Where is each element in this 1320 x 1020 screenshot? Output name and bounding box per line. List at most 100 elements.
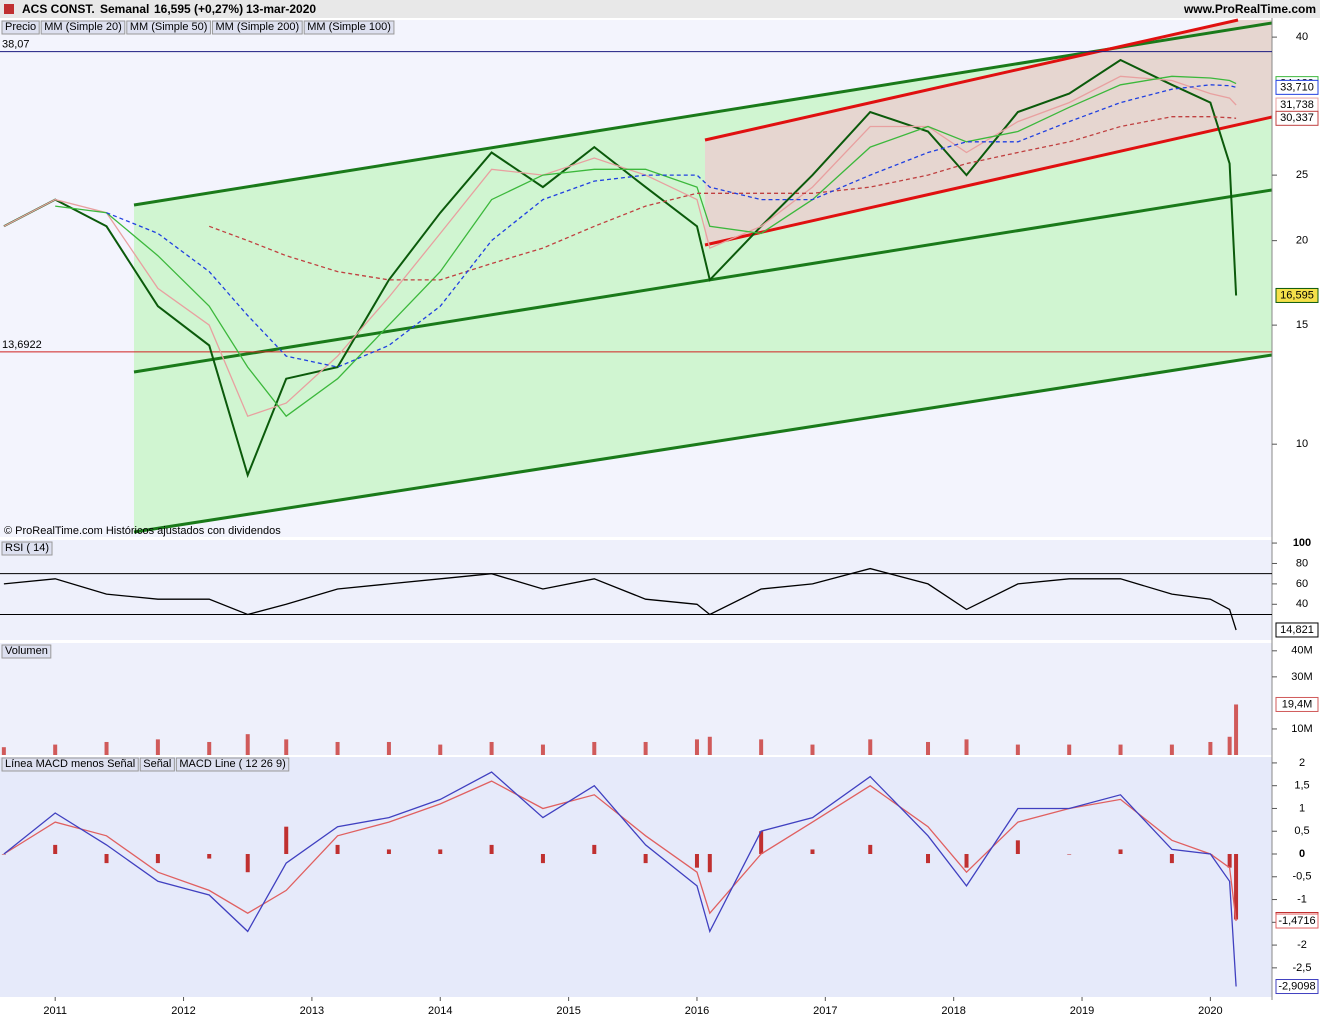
value-label-box bbox=[1275, 79, 1319, 95]
bar bbox=[707, 854, 712, 873]
bar bbox=[1208, 741, 1213, 755]
y-tick-label: 80 bbox=[1296, 557, 1308, 569]
bar bbox=[694, 854, 699, 868]
value-label: 33,710 bbox=[1280, 81, 1314, 93]
x-tick-label: 2019 bbox=[1070, 1005, 1094, 1017]
legend-box bbox=[1, 644, 52, 659]
y-tick-label: 1,5 bbox=[1294, 780, 1309, 792]
series-line bbox=[3, 780, 1237, 922]
legend-label: MACD Line ( 12 26 9) bbox=[179, 758, 285, 770]
bar bbox=[592, 741, 597, 755]
red-channel-top bbox=[704, 18, 1239, 142]
y-tick-label: 40 bbox=[1296, 31, 1308, 43]
bar bbox=[335, 741, 340, 755]
y-tick-label: 1 bbox=[1299, 802, 1305, 814]
y-tick-label: 30M bbox=[1291, 671, 1312, 683]
legend-label: Señal bbox=[143, 758, 171, 770]
bar bbox=[155, 739, 160, 755]
level-label: 38,07 bbox=[2, 39, 30, 51]
backgrounds bbox=[0, 18, 1273, 1000]
bar bbox=[759, 831, 764, 855]
y-tick-label: 40M bbox=[1291, 645, 1312, 657]
value-label-box bbox=[1275, 913, 1319, 929]
volume-panel bbox=[0, 643, 1272, 755]
bar bbox=[489, 741, 494, 755]
bar bbox=[1, 747, 6, 755]
bar bbox=[868, 739, 873, 755]
bar bbox=[155, 854, 160, 864]
bar bbox=[810, 849, 815, 855]
y-tick-label: 60 bbox=[1296, 578, 1308, 590]
bar bbox=[540, 854, 545, 864]
symbol: ACS CONST. bbox=[22, 2, 95, 16]
y-tick-label: 20 bbox=[1296, 235, 1308, 247]
value-label: 16,595 bbox=[1280, 289, 1314, 301]
quote: 16,595 (+0,27%) bbox=[154, 2, 243, 16]
series-line bbox=[3, 58, 1238, 479]
legend-label: Línea MACD menos Señal bbox=[5, 758, 135, 770]
y-tick-label: 15 bbox=[1296, 319, 1308, 331]
red-channel bbox=[705, 20, 1272, 245]
bar bbox=[53, 744, 58, 755]
legend-box bbox=[1, 541, 53, 556]
legend-box bbox=[139, 757, 175, 772]
y-tick-label: 2 bbox=[1299, 757, 1305, 769]
value-label: 14,821 bbox=[1280, 624, 1314, 636]
bar bbox=[964, 739, 969, 755]
symbol-icon bbox=[4, 4, 14, 14]
series-line bbox=[3, 567, 1237, 631]
bar bbox=[489, 844, 494, 855]
bar bbox=[104, 854, 109, 864]
legend-box bbox=[40, 20, 126, 35]
bar bbox=[284, 826, 289, 855]
bar bbox=[207, 854, 212, 859]
legend-label: RSI ( 14) bbox=[5, 542, 49, 554]
bar bbox=[926, 854, 931, 864]
value-label-box bbox=[1275, 622, 1319, 638]
bar bbox=[759, 739, 764, 755]
channel-top bbox=[133, 21, 1273, 207]
value-label: 31,738 bbox=[1280, 99, 1314, 111]
value-label-box bbox=[1275, 979, 1319, 995]
footnote: © ProRealTime.com Históricos ajustados c… bbox=[4, 525, 281, 537]
x-tick-label: 2018 bbox=[941, 1005, 965, 1017]
value-label: 19,4M bbox=[1282, 698, 1313, 710]
bar bbox=[1, 854, 6, 855]
y-tick-label: 40 bbox=[1296, 598, 1308, 610]
date: 13-mar-2020 bbox=[246, 2, 316, 16]
value-label-box bbox=[1275, 696, 1319, 712]
red-channel-bottom bbox=[704, 115, 1273, 247]
channel-mid bbox=[133, 188, 1273, 374]
value-label: 30,337 bbox=[1280, 112, 1314, 124]
legend-label: MM (Simple 100) bbox=[307, 21, 391, 33]
y-tick-label: 0,5 bbox=[1294, 825, 1309, 837]
bar bbox=[386, 741, 391, 755]
series-line bbox=[3, 771, 1237, 987]
bar bbox=[643, 741, 648, 755]
value-label-box bbox=[1275, 110, 1319, 126]
value-label-box bbox=[1275, 287, 1319, 303]
bar bbox=[1234, 854, 1239, 920]
header-bar bbox=[0, 0, 1320, 18]
bar bbox=[1015, 744, 1020, 755]
x-tick-label: 2013 bbox=[300, 1005, 324, 1017]
bar bbox=[1169, 744, 1174, 755]
y-tick-label: -2,5 bbox=[1293, 962, 1312, 974]
legend-label: Volumen bbox=[5, 645, 48, 657]
bar bbox=[1234, 704, 1239, 755]
x-tick-label: 2020 bbox=[1198, 1005, 1222, 1017]
bar bbox=[810, 744, 815, 755]
bar bbox=[207, 741, 212, 755]
site: www.ProRealTime.com bbox=[1183, 2, 1316, 16]
bar bbox=[540, 744, 545, 755]
y-tick-label: 10 bbox=[1296, 438, 1308, 450]
y-tick-label: 10M bbox=[1291, 723, 1312, 735]
bar bbox=[926, 741, 931, 755]
bar bbox=[245, 734, 250, 755]
bar bbox=[1227, 736, 1232, 755]
bar bbox=[1118, 744, 1123, 755]
bar bbox=[1169, 854, 1174, 864]
channel-bottom bbox=[133, 353, 1273, 534]
